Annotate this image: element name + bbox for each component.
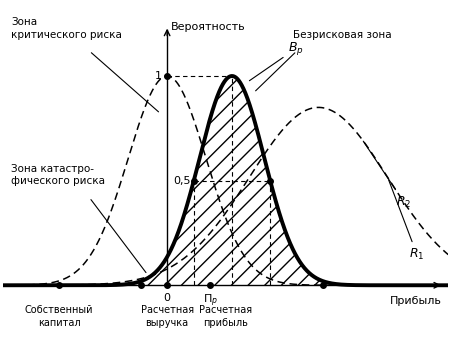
Text: Зона катастро-
фического риска: Зона катастро- фического риска [11,164,106,186]
Text: $B_р$: $B_р$ [249,40,304,81]
Text: $R_2$: $R_2$ [363,141,412,210]
Text: 1: 1 [155,71,162,81]
Text: Безрисковая зона: Безрисковая зона [293,30,391,40]
Text: Расчетная
прибыль: Расчетная прибыль [199,305,252,328]
Text: Зона
критического риска: Зона критического риска [11,17,122,40]
Text: Прибыль: Прибыль [390,296,442,306]
Text: Расчетная
выручка: Расчетная выручка [141,305,193,328]
Text: П$_р$: П$_р$ [203,293,218,309]
Text: Собственный
капитал: Собственный капитал [25,305,93,328]
Text: 0,5: 0,5 [173,176,190,186]
Text: 0: 0 [164,293,170,302]
Text: Вероятность: Вероятность [170,22,245,32]
Text: $R_1$: $R_1$ [389,180,425,262]
